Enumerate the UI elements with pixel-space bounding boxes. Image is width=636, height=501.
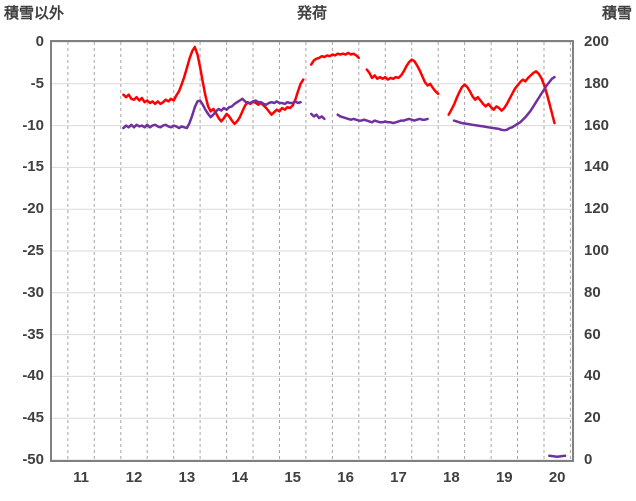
right-axis-tick-label: 120	[584, 200, 610, 218]
x-axis-tick-label: 12	[125, 469, 143, 486]
left-axis-tick-label: 0	[35, 33, 44, 50]
left-axis-tick-label: -25	[22, 242, 44, 259]
left-axis-tick-label: -50	[22, 451, 44, 468]
left-axis-tick-label: -15	[22, 158, 44, 176]
chart-title: 発荷	[296, 5, 327, 22]
left-axis-tick-label: -45	[22, 409, 44, 427]
left-axis-tick-label: -20	[22, 200, 44, 218]
x-axis-tick-label: 15	[284, 469, 302, 486]
plot-area	[50, 40, 574, 462]
left-axis-tick-label: -10	[22, 116, 44, 134]
x-axis-tick-label: 16	[337, 469, 354, 486]
right-axis-tick-label: 40	[584, 367, 601, 385]
left-axis-title: 積雪以外	[4, 5, 65, 22]
left-axis-tick-label: -5	[30, 74, 44, 92]
right-axis-title: 積雪	[601, 5, 632, 22]
right-axis-tick-label: 160	[584, 116, 610, 134]
right-axis-tick-label: 80	[584, 283, 601, 301]
right-axis-tick-label: 60	[584, 325, 601, 343]
x-axis-tick-label: 11	[73, 469, 90, 486]
left-axis-tick-label: -40	[22, 367, 44, 385]
x-axis-tick-label: 14	[231, 469, 249, 486]
x-axis-tick-label: 19	[495, 469, 513, 486]
right-axis-tick-label: 200	[584, 33, 610, 50]
x-axis-tick-label: 18	[443, 469, 460, 486]
right-axis-tick-label: 0	[584, 451, 593, 468]
right-axis-tick-label: 180	[584, 74, 610, 92]
left-axis-tick-label: -35	[22, 325, 44, 343]
left-axis-tick-label: -30	[22, 283, 44, 301]
right-axis-tick-label: 140	[584, 158, 610, 176]
right-axis-tick-label: 20	[584, 409, 601, 427]
right-axis-tick-label: 100	[584, 242, 610, 259]
x-axis-tick-label: 13	[178, 469, 196, 486]
x-axis-tick-label: 17	[390, 469, 407, 486]
chart-canvas	[52, 42, 572, 460]
x-axis-tick-label: 20	[548, 469, 566, 486]
